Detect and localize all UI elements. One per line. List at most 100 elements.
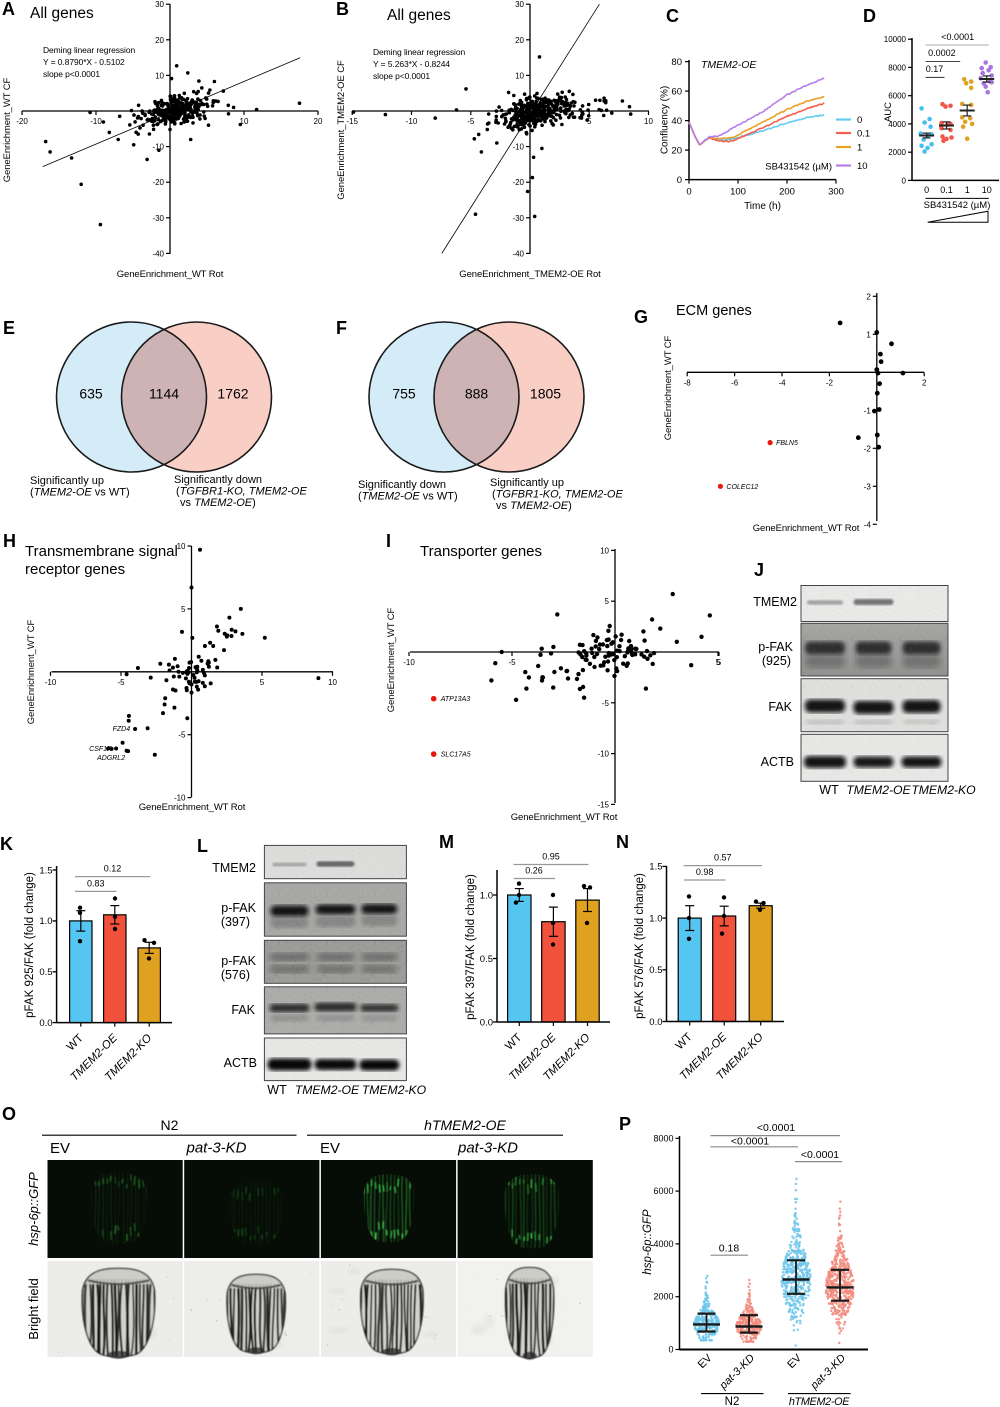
svg-text:N: N [616, 832, 629, 852]
svg-text:ACTB: ACTB [761, 755, 794, 769]
svg-text:0.0002: 0.0002 [928, 48, 956, 58]
svg-text:SLC17A5: SLC17A5 [441, 752, 471, 759]
svg-text:-15: -15 [597, 800, 609, 809]
svg-text:80: 80 [671, 57, 682, 68]
svg-text:D: D [863, 6, 876, 26]
svg-text:Y = 0.8790*X - 0.5102: Y = 0.8790*X - 0.5102 [43, 57, 125, 67]
svg-text:TMEM2-OE: TMEM2-OE [846, 783, 911, 797]
svg-text:I: I [386, 531, 391, 551]
svg-text:0: 0 [902, 176, 907, 185]
svg-text:A: A [2, 0, 15, 19]
svg-text:K: K [0, 834, 13, 854]
svg-text:p-FAK: p-FAK [758, 640, 793, 654]
svg-text:-10: -10 [174, 794, 186, 803]
svg-text:Significantly down: Significantly down [358, 479, 446, 491]
svg-text:FAK: FAK [768, 700, 792, 714]
svg-text:10: 10 [600, 546, 609, 555]
svg-text:0.26: 0.26 [525, 866, 543, 876]
svg-text:EV: EV [50, 1140, 70, 1157]
svg-text:-40: -40 [152, 249, 164, 258]
svg-text:-10: -10 [90, 117, 102, 126]
svg-text:TMEM2-OE: TMEM2-OE [295, 1083, 360, 1097]
svg-text:TMEM2-KO: TMEM2-KO [911, 783, 976, 797]
svg-text:-2: -2 [864, 444, 872, 453]
svg-text:0.12: 0.12 [104, 863, 122, 873]
svg-text:p-FAK: p-FAK [221, 954, 256, 968]
svg-text:0.57: 0.57 [714, 853, 732, 863]
svg-text:1.5: 1.5 [649, 862, 662, 873]
svg-text:0.5: 0.5 [480, 954, 493, 965]
svg-text:(TMEM2-OE vs WT): (TMEM2-OE vs WT) [30, 487, 130, 499]
svg-text:All genes: All genes [387, 7, 451, 24]
svg-text:60: 60 [671, 87, 682, 98]
svg-text:ATP13A3: ATP13A3 [440, 696, 471, 703]
svg-text:30: 30 [515, 0, 524, 9]
svg-text:10: 10 [515, 71, 524, 80]
svg-text:-2: -2 [826, 378, 834, 387]
svg-text:0.1: 0.1 [857, 129, 870, 140]
svg-text:0: 0 [857, 115, 862, 126]
svg-text:1: 1 [857, 143, 862, 154]
svg-text:C: C [666, 6, 679, 26]
svg-text:FZD4: FZD4 [113, 726, 131, 733]
svg-text:0.18: 0.18 [719, 1243, 740, 1255]
svg-text:ACTB: ACTB [224, 1056, 257, 1070]
svg-text:6000: 6000 [888, 92, 906, 101]
svg-text:TMEM2-OE: TMEM2-OE [701, 59, 757, 71]
svg-text:Significantly down: Significantly down [174, 474, 262, 486]
svg-text:6000: 6000 [653, 1186, 673, 1196]
svg-text:0.0: 0.0 [649, 1017, 662, 1028]
svg-text:Deming linear regression: Deming linear regression [373, 47, 465, 57]
svg-text:5: 5 [181, 605, 186, 614]
svg-text:2000: 2000 [653, 1292, 673, 1302]
svg-text:<0.0001: <0.0001 [757, 1122, 795, 1134]
svg-text:10: 10 [644, 117, 653, 126]
svg-text:20: 20 [155, 36, 164, 45]
svg-text:-4: -4 [864, 520, 872, 529]
svg-text:E: E [3, 318, 15, 338]
svg-text:TMEM2-KO: TMEM2-KO [362, 1083, 427, 1097]
svg-text:GeneEnrichment_WT CF: GeneEnrichment_WT CF [386, 607, 397, 712]
svg-text:vs TMEM2-OE): vs TMEM2-OE) [496, 500, 572, 512]
svg-text:GeneEnrichment_WT CF: GeneEnrichment_WT CF [663, 335, 674, 440]
svg-text:GeneEnrichment_WT CF: GeneEnrichment_WT CF [2, 77, 13, 182]
svg-text:slope p<0.0001: slope p<0.0001 [373, 71, 430, 81]
svg-text:GeneEnrichment_WT Rot: GeneEnrichment_WT Rot [117, 269, 224, 280]
svg-text:2: 2 [922, 378, 927, 387]
svg-text:100: 100 [730, 187, 746, 198]
svg-text:10: 10 [240, 117, 249, 126]
svg-text:(397): (397) [221, 915, 250, 929]
svg-text:20: 20 [671, 146, 682, 157]
svg-text:<0.0001: <0.0001 [941, 32, 974, 42]
svg-text:N2: N2 [161, 1117, 179, 1133]
svg-text:4000: 4000 [888, 120, 906, 129]
svg-text:p-FAK: p-FAK [221, 901, 256, 915]
svg-text:-20: -20 [152, 178, 164, 187]
svg-text:0: 0 [686, 187, 691, 198]
svg-text:5: 5 [717, 658, 722, 667]
svg-text:-10: -10 [403, 658, 415, 667]
svg-text:10: 10 [857, 161, 868, 172]
svg-text:5: 5 [587, 117, 592, 126]
svg-text:-3: -3 [864, 482, 872, 491]
svg-text:-40: -40 [512, 249, 524, 258]
svg-text:(TGFBR1-KO, TMEM2-OE: (TGFBR1-KO, TMEM2-OE [492, 489, 623, 501]
svg-text:-5: -5 [117, 678, 125, 687]
svg-text:M: M [439, 832, 454, 852]
svg-text:-20: -20 [512, 178, 524, 187]
svg-text:<0.0001: <0.0001 [801, 1149, 839, 1161]
svg-text:1.5: 1.5 [39, 865, 52, 876]
svg-text:pFAK 925/FAK (fold change): pFAK 925/FAK (fold change) [24, 872, 36, 1018]
svg-text:(925): (925) [762, 654, 791, 668]
svg-text:F: F [336, 318, 347, 338]
svg-text:-30: -30 [152, 214, 164, 223]
svg-text:1.0: 1.0 [649, 913, 662, 924]
svg-text:-5: -5 [178, 731, 186, 740]
svg-text:P: P [619, 1114, 631, 1134]
svg-text:Significantly up: Significantly up [30, 475, 104, 487]
svg-text:1.0: 1.0 [480, 890, 493, 901]
svg-text:WT: WT [819, 783, 839, 797]
svg-text:receptor genes: receptor genes [25, 561, 125, 578]
svg-text:pFAK 576/FAK (fold change): pFAK 576/FAK (fold change) [634, 873, 646, 1019]
svg-text:4000: 4000 [653, 1239, 673, 1249]
